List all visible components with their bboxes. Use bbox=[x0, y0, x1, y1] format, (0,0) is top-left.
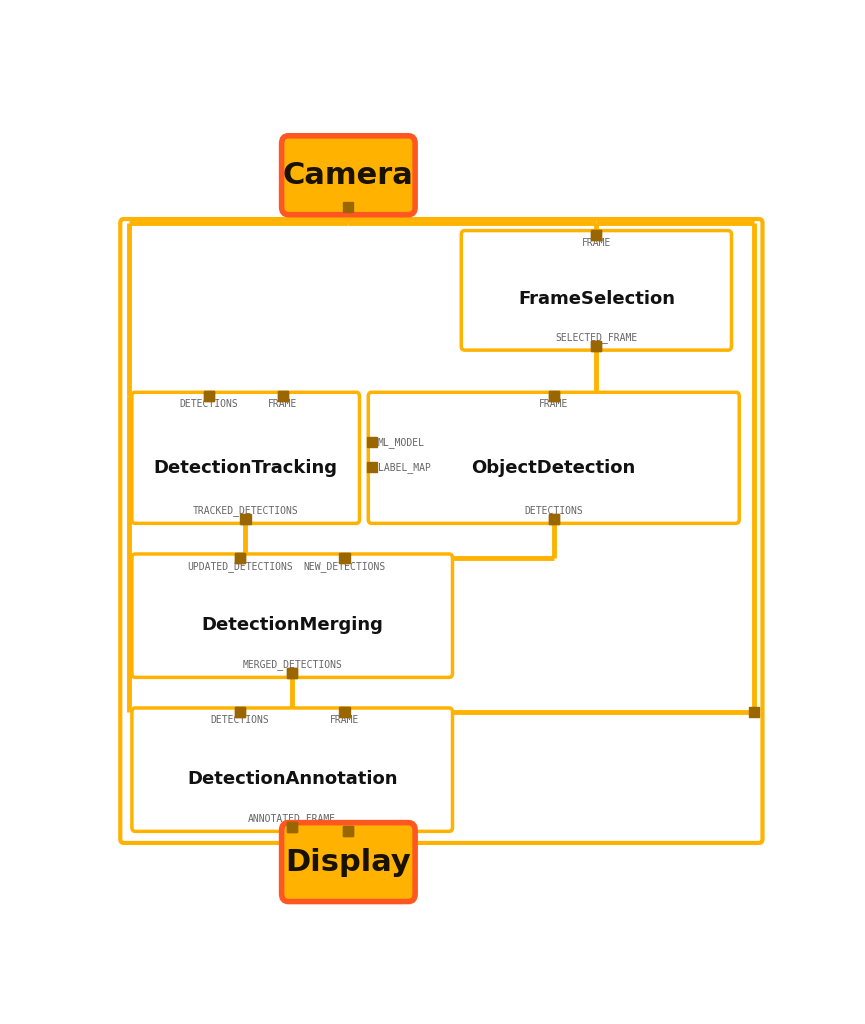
Text: ObjectDetection: ObjectDetection bbox=[471, 459, 636, 477]
Text: DetectionMerging: DetectionMerging bbox=[202, 615, 383, 634]
FancyBboxPatch shape bbox=[282, 822, 415, 901]
FancyBboxPatch shape bbox=[282, 136, 415, 215]
Text: DETECTIONS: DETECTIONS bbox=[180, 399, 238, 410]
Text: DetectionTracking: DetectionTracking bbox=[154, 459, 337, 477]
FancyBboxPatch shape bbox=[368, 392, 740, 523]
FancyBboxPatch shape bbox=[131, 554, 452, 677]
FancyBboxPatch shape bbox=[131, 708, 452, 831]
Text: Camera: Camera bbox=[283, 161, 413, 189]
Text: ANNOTATED_FRAME: ANNOTATED_FRAME bbox=[248, 813, 336, 824]
Text: DETECTIONS: DETECTIONS bbox=[210, 715, 269, 725]
Text: MERGED_DETECTIONS: MERGED_DETECTIONS bbox=[242, 659, 343, 671]
FancyBboxPatch shape bbox=[131, 392, 360, 523]
Text: FRAME: FRAME bbox=[539, 399, 568, 410]
Text: FRAME: FRAME bbox=[581, 238, 611, 248]
Text: ML_MODEL: ML_MODEL bbox=[378, 437, 425, 447]
Text: FrameSelection: FrameSelection bbox=[518, 290, 675, 308]
Text: TRACKED_DETECTIONS: TRACKED_DETECTIONS bbox=[193, 506, 298, 516]
Text: DetectionAnnotation: DetectionAnnotation bbox=[187, 770, 397, 787]
FancyBboxPatch shape bbox=[461, 230, 732, 350]
Text: LABEL_MAP: LABEL_MAP bbox=[378, 462, 431, 472]
Text: FRAME: FRAME bbox=[268, 399, 298, 410]
Text: SELECTED_FRAME: SELECTED_FRAME bbox=[555, 332, 638, 343]
Text: FRAME: FRAME bbox=[330, 715, 359, 725]
Text: Display: Display bbox=[285, 848, 411, 877]
Text: DETECTIONS: DETECTIONS bbox=[524, 506, 583, 516]
Text: UPDATED_DETECTIONS: UPDATED_DETECTIONS bbox=[187, 561, 292, 572]
Text: NEW_DETECTIONS: NEW_DETECTIONS bbox=[304, 561, 386, 572]
